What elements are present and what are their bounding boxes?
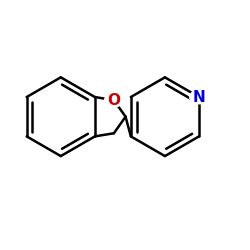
Text: N: N <box>193 90 205 104</box>
Ellipse shape <box>190 90 208 104</box>
Text: O: O <box>108 93 120 108</box>
Ellipse shape <box>104 94 123 107</box>
